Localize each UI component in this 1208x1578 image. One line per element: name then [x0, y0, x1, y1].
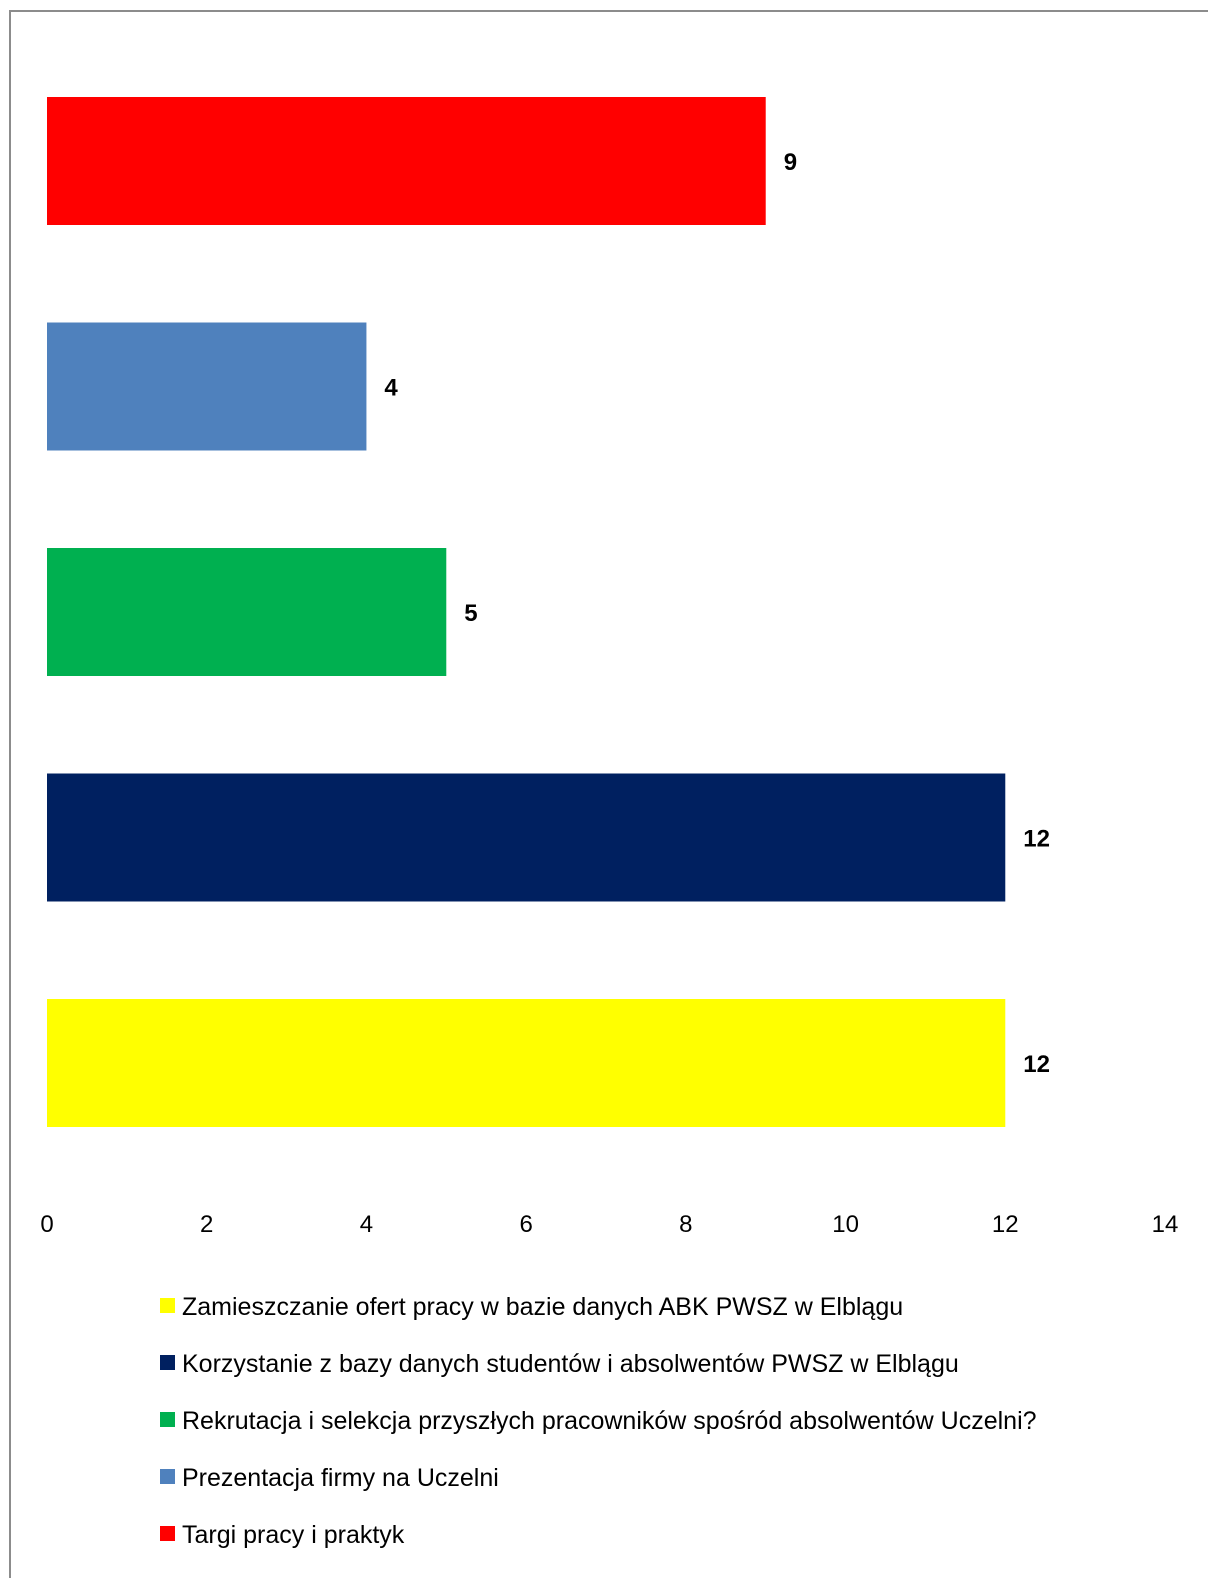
data-label-1: 9	[784, 149, 797, 176]
legend-swatch-5	[160, 1526, 175, 1541]
x-tick-label-2: 2	[200, 1211, 213, 1238]
legend-swatch-1	[160, 1298, 175, 1313]
x-tick-label-6: 10	[832, 1211, 859, 1238]
legend-label-3: Rekrutacja i selekcja przyszłych pracown…	[182, 1407, 1037, 1435]
data-label-5: 12	[1023, 1051, 1050, 1078]
bar-3	[47, 548, 447, 676]
bar-2	[47, 322, 367, 451]
x-tick-label-5: 8	[679, 1211, 692, 1238]
legend-swatch-2	[160, 1355, 175, 1370]
x-tick-label-3: 4	[360, 1211, 373, 1238]
data-labels-layer: 9 4 5 12 12	[384, 149, 1050, 1078]
bars-layer	[47, 97, 1006, 1127]
legend-label-4: Prezentacja firmy na Uczelni	[182, 1464, 499, 1492]
legend-label-2: Korzystanie z bazy danych studentów i ab…	[182, 1350, 959, 1378]
legend-label-1: Zamieszczanie ofert pracy w bazie danych…	[182, 1293, 903, 1321]
bar-5	[47, 999, 1006, 1127]
bar-1	[47, 97, 766, 225]
data-label-2: 4	[384, 375, 398, 402]
x-tick-label-8: 14	[1152, 1211, 1179, 1238]
x-tick-label-7: 12	[992, 1211, 1019, 1238]
x-tick-label-1: 0	[40, 1211, 53, 1238]
bar-4	[47, 773, 1006, 902]
x-axis-ticks: 0 2 4 6 8 10 12 14	[40, 1211, 1178, 1238]
data-label-4: 12	[1023, 826, 1050, 853]
legend-swatch-3	[160, 1412, 175, 1427]
data-label-3: 5	[464, 600, 477, 627]
legend-swatch-4	[160, 1469, 175, 1484]
legend-label-5: Targi pracy i praktyk	[182, 1521, 405, 1549]
legend: Zamieszczanie ofert pracy w bazie danych…	[160, 1293, 1037, 1549]
x-tick-label-4: 6	[519, 1211, 532, 1238]
